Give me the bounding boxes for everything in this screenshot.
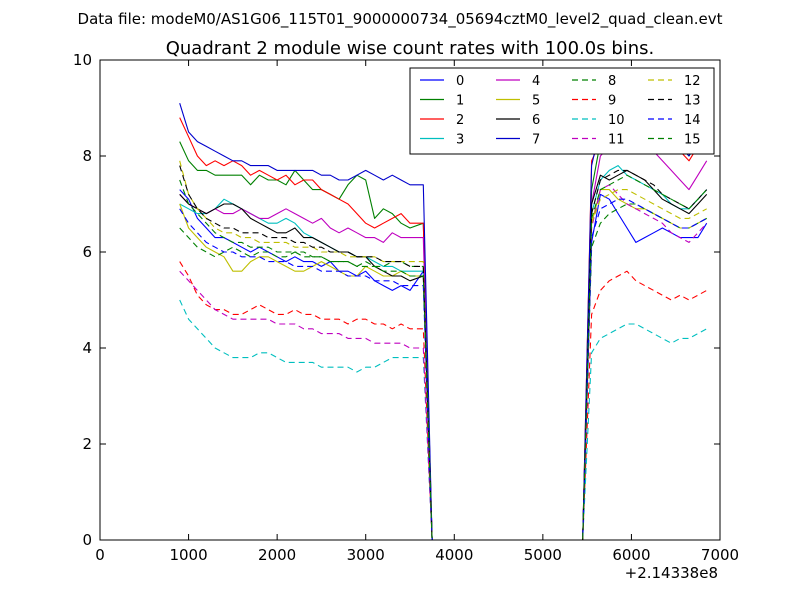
legend-label-0: 0	[456, 74, 464, 89]
y-tick-label: 4	[82, 339, 92, 357]
y-tick-label: 0	[82, 531, 92, 549]
x-tick-label: 3000	[347, 546, 385, 564]
legend-label-5: 5	[532, 94, 540, 109]
chart-title: Quadrant 2 module wise count rates with …	[166, 38, 655, 59]
series-line-0	[179, 189, 708, 541]
x-offset-label: +2.14338e8	[625, 564, 718, 582]
x-tick-label: 1000	[169, 546, 207, 564]
x-tick-label: 5000	[524, 546, 562, 564]
x-tick-label: 7000	[701, 546, 739, 564]
legend-label-9: 9	[608, 94, 616, 109]
legend-label-10: 10	[608, 113, 625, 128]
suptitle: Data file: modeM0/AS1G06_115T01_90000007…	[78, 10, 723, 29]
legend-label-13: 13	[684, 94, 701, 109]
x-tick-label: 0	[95, 546, 105, 564]
series-line-10	[179, 299, 707, 541]
legend-label-14: 14	[684, 113, 701, 128]
legend-label-3: 3	[456, 133, 464, 148]
x-tick-label: 2000	[258, 546, 296, 564]
series-line-13	[179, 165, 708, 541]
legend-label-2: 2	[456, 113, 464, 128]
legend-label-6: 6	[532, 113, 540, 128]
legend-box	[409, 67, 715, 155]
legend-label-12: 12	[684, 74, 701, 89]
legend-label-4: 4	[532, 74, 540, 89]
legend-label-15: 15	[684, 133, 701, 148]
legend-label-8: 8	[608, 74, 616, 89]
x-tick-label: 4000	[435, 546, 473, 564]
y-tick-label: 8	[82, 147, 92, 165]
y-tick-label: 6	[82, 243, 92, 261]
x-tick-label: 6000	[612, 546, 650, 564]
series-line-14	[179, 198, 707, 541]
series-line-8	[179, 203, 707, 541]
legend-label-11: 11	[608, 133, 625, 148]
series-line-5	[179, 189, 707, 541]
y-tick-label: 2	[82, 435, 92, 453]
series-line-9	[179, 261, 707, 541]
legend-label-1: 1	[456, 94, 464, 109]
axes-frame	[99, 59, 721, 541]
y-tick-label: 10	[73, 51, 92, 69]
series-line-15	[179, 174, 708, 541]
legend-label-7: 7	[532, 133, 540, 148]
series-line-11	[179, 184, 708, 541]
